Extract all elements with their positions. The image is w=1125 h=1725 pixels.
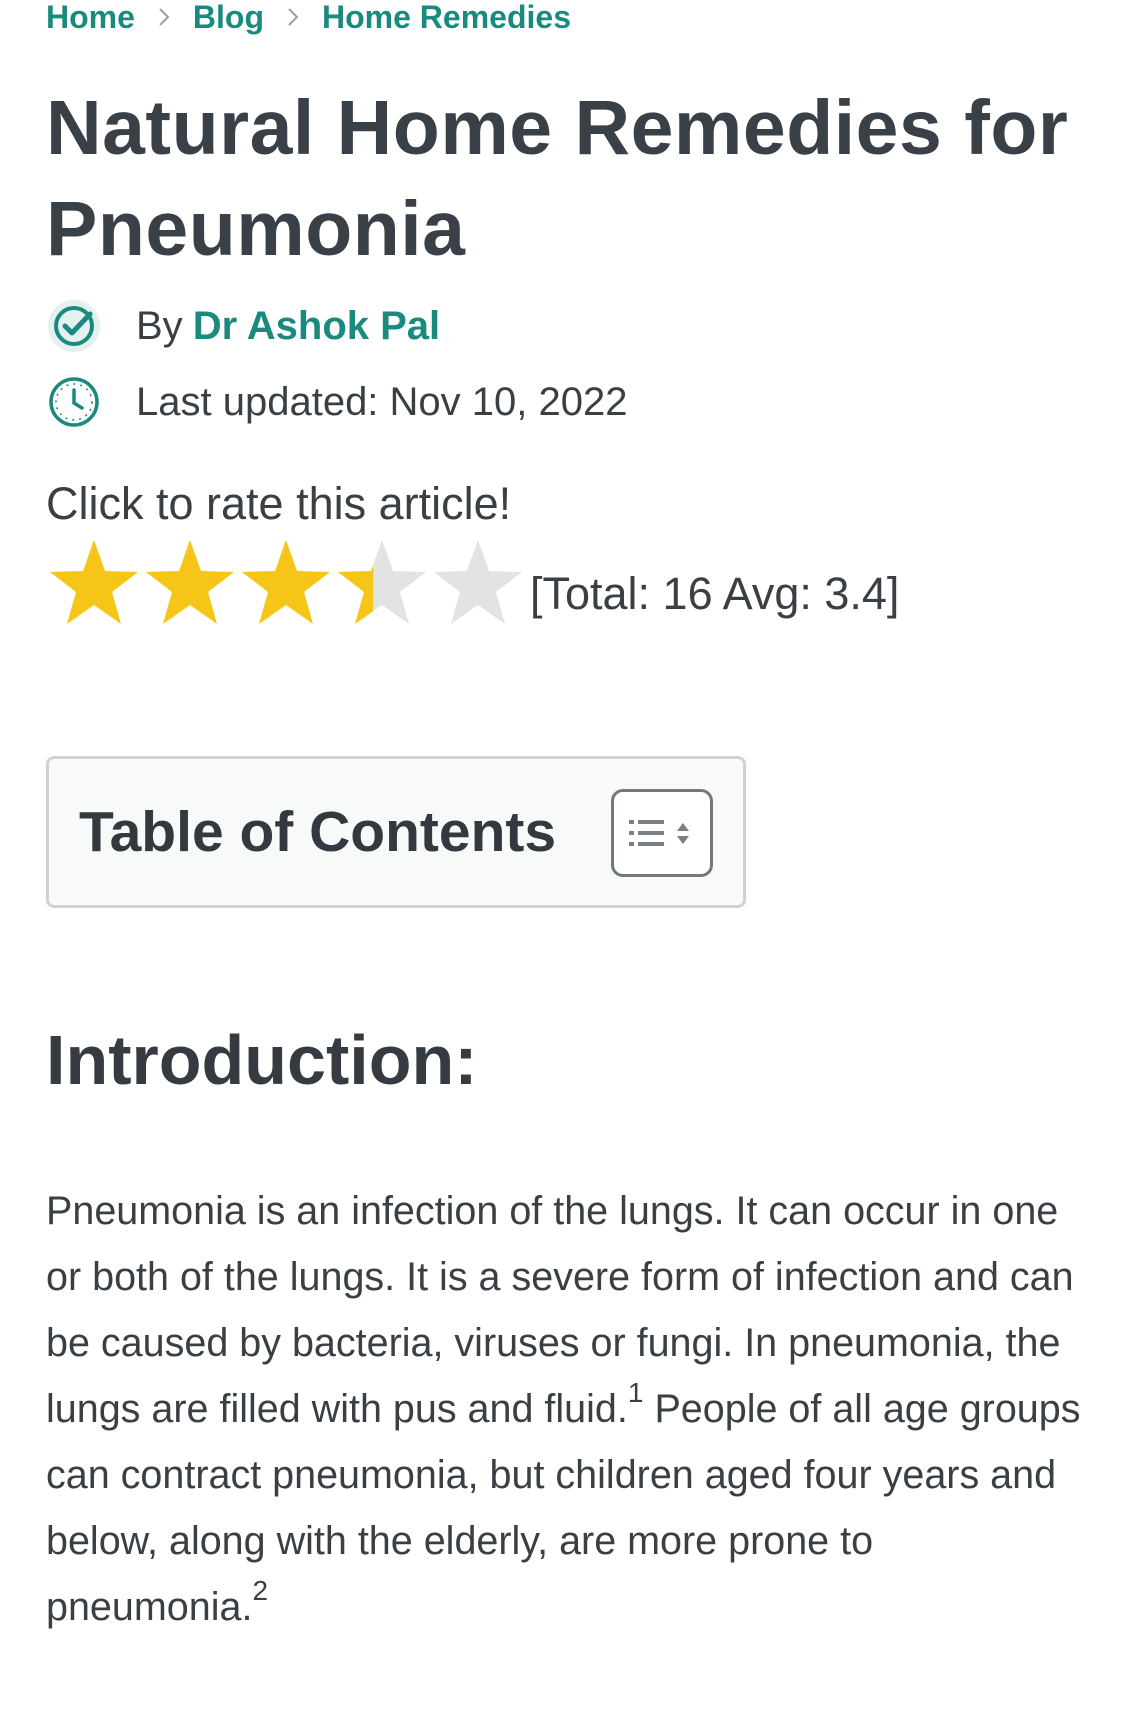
- author-prefix: By: [136, 303, 183, 348]
- page-title: Natural Home Remedies for Pneumonia: [46, 85, 1069, 272]
- intro-text-2: People of all age groups can contract pn…: [46, 1387, 1081, 1629]
- footnote-ref-2[interactable]: 2: [252, 1574, 269, 1606]
- star-4-icon[interactable]: [334, 536, 430, 628]
- verified-check-icon: [46, 298, 102, 354]
- table-of-contents: Table of Contents: [46, 756, 746, 908]
- intro-text-1: Pneumonia is an infection of the lungs. …: [46, 1189, 1074, 1431]
- rating-stars: [46, 536, 526, 628]
- breadcrumb: Home Blog Home Remedies: [46, 0, 571, 35]
- star-5-icon[interactable]: [430, 536, 526, 628]
- star-rating: [Total: 16 Avg: 3.4]: [46, 536, 899, 628]
- author-line: By Dr Ashok Pal: [46, 298, 440, 354]
- chevron-right-icon: [157, 6, 171, 28]
- toc-title: Table of Contents: [79, 800, 557, 864]
- star-3-icon[interactable]: [238, 536, 334, 628]
- chevron-right-icon: [286, 6, 300, 28]
- last-updated-text: Last updated: Nov 10, 2022: [136, 379, 628, 424]
- star-1-icon[interactable]: [46, 536, 142, 628]
- toc-toggle-button[interactable]: [611, 789, 713, 877]
- rating-prompt: Click to rate this article!: [46, 478, 512, 529]
- intro-paragraph: Pneumonia is an infection of the lungs. …: [46, 1178, 1086, 1640]
- author-link[interactable]: Dr Ashok Pal: [192, 303, 441, 348]
- star-2-icon[interactable]: [142, 536, 238, 628]
- list-toggle-icon: [629, 820, 689, 846]
- footnote-ref-1[interactable]: 1: [627, 1376, 644, 1408]
- breadcrumb-home-remedies[interactable]: Home Remedies: [322, 0, 571, 35]
- clock-icon: [46, 374, 102, 430]
- breadcrumb-blog[interactable]: Blog: [192, 0, 264, 35]
- section-heading-introduction: Introduction:: [46, 1021, 478, 1099]
- updated-line: Last updated: Nov 10, 2022: [46, 374, 627, 430]
- breadcrumb-home[interactable]: Home: [46, 0, 135, 35]
- rating-summary: [Total: 16 Avg: 3.4]: [530, 568, 900, 619]
